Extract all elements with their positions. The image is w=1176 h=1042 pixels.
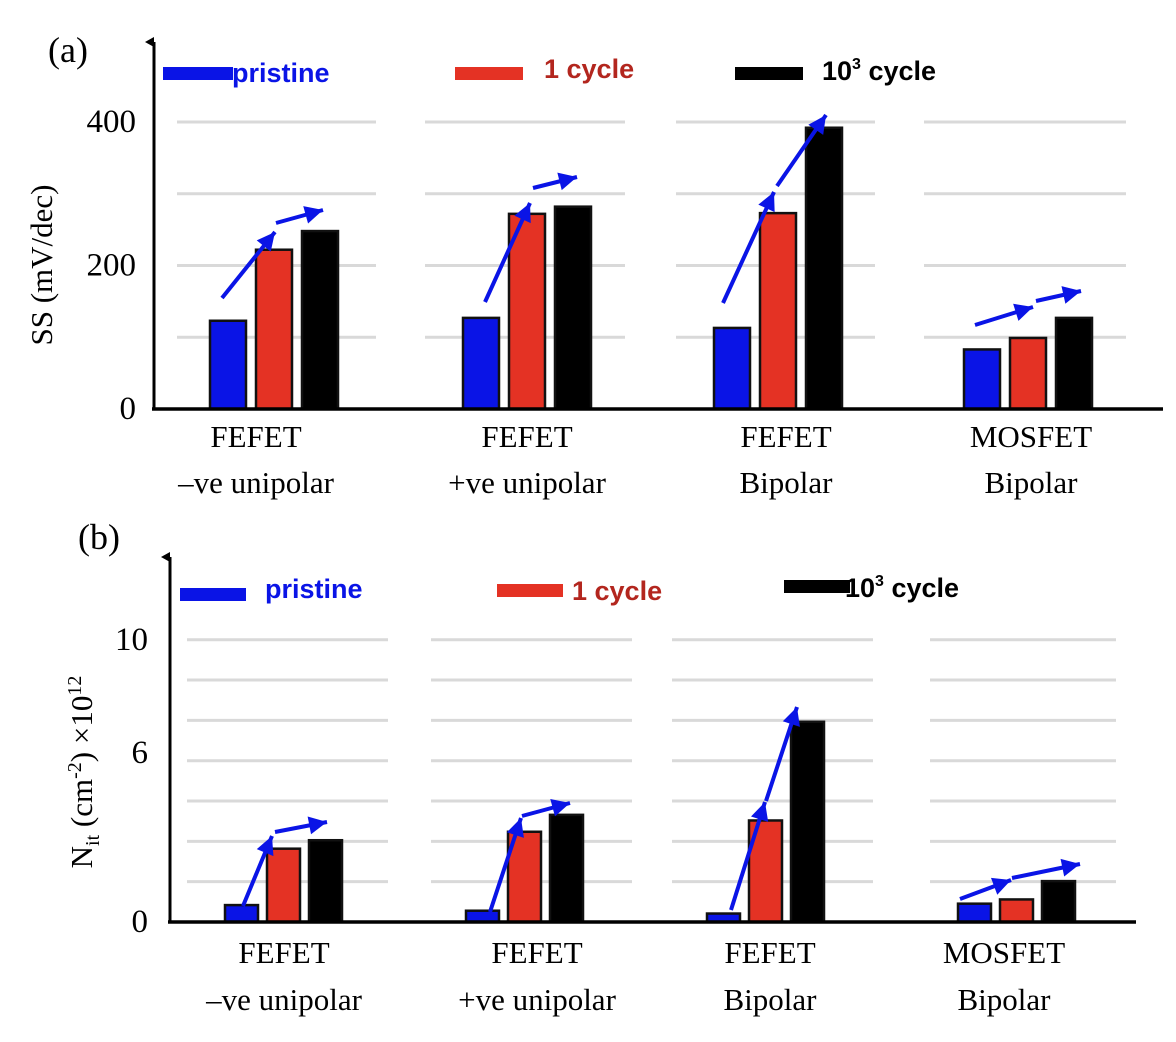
panel-b: (b) pristine 1 cycle 103 cycle 0 6 10 Nit … [64, 517, 1136, 1017]
trend-arrow-line [721, 191, 776, 304]
legend-b-swatch-pristine [180, 588, 246, 601]
x-category-label-line1: FEFET [491, 935, 582, 970]
trend-arrow-head [550, 799, 570, 817]
bar-1-cycle [758, 211, 798, 411]
x-category-label-line1: FEFET [740, 419, 831, 454]
legend-b-label-pristine: pristine [265, 574, 363, 604]
bar-10-3-cycle [1040, 879, 1077, 924]
trend-arrow-head [1013, 303, 1033, 321]
bar-10-3-cycle [553, 205, 593, 411]
panel-a: (a) pristine 1 cycle 103 cycle 0 200 400 S… [24, 30, 1163, 500]
trend-arrow-head [256, 232, 275, 252]
trend-arrows-b [241, 706, 1081, 913]
bars-a [208, 126, 1094, 411]
trend-arrow-head [557, 172, 577, 191]
trend-arrow-head [808, 115, 826, 135]
bar-10-3-cycle [548, 813, 585, 924]
x-category-label-line2: +ve unipolar [458, 982, 616, 1017]
bar-10-3-cycle [307, 838, 344, 924]
x-labels-a: FEFET –ve unipolar FEFET +ve unipolar FEFET B… [177, 419, 1092, 500]
y-tick-label: 0 [132, 904, 149, 940]
legend-a: pristine 1 cycle 103 cycle [163, 54, 936, 88]
x-category-label-line2: –ve unipolar [205, 982, 362, 1017]
x-category-label-line2: +ve unipolar [448, 465, 606, 500]
x-category-label-line1: FEFET [724, 935, 815, 970]
x-category-label-line2: Bipolar [958, 982, 1052, 1017]
legend-a-label-pristine: pristine [232, 58, 330, 88]
trend-arrow-head [782, 707, 800, 727]
bar-1-cycle [265, 847, 302, 924]
bar-10-3-cycle [1054, 316, 1094, 411]
trend-arrow-head [506, 818, 524, 838]
x-labels-b: FEFET –ve unipolar FEFET +ve unipolar FEFET B… [205, 935, 1065, 1017]
legend-b: pristine 1 cycle 103 cycle [180, 573, 959, 606]
trend-arrow-head [307, 816, 327, 835]
bar-10-3-cycle [804, 126, 844, 411]
trend-arrow-head [256, 836, 274, 857]
bar-1-cycle [254, 248, 294, 411]
trend-arrow-head [303, 206, 323, 224]
bar-10-3-cycle [789, 720, 826, 924]
bar-10-3-cycle [300, 229, 340, 411]
trend-arrow-head [990, 877, 1011, 895]
y-tick-label: 400 [87, 104, 137, 140]
x-category-label-line1: MOSFET [943, 935, 1065, 970]
legend-b-label-thousand-cycle: 103 cycle [845, 573, 959, 603]
bar-pristine [208, 319, 248, 411]
legend-b-label-one-cycle: 1 cycle [572, 576, 662, 606]
x-category-label-line1: FEFET [238, 935, 329, 970]
x-category-label-line2: Bipolar [724, 982, 818, 1017]
bar-pristine [712, 326, 752, 411]
trend-arrow-head [1060, 858, 1080, 877]
trend-arrow-head [751, 802, 769, 822]
x-category-label-line1: MOSFET [970, 419, 1092, 454]
x-category-label-line2: –ve unipolar [177, 465, 334, 500]
x-category-label-line1: FEFET [210, 419, 301, 454]
x-category-label-line1: FEFET [481, 419, 572, 454]
y-ticks-a: 0 200 400 [87, 104, 137, 427]
trend-arrow-head [514, 203, 531, 224]
bars-b [223, 720, 1077, 924]
y-axis-title-b: Nit (cm-2) ×1012 [64, 676, 104, 869]
bar-1-cycle [507, 212, 547, 411]
x-category-label-line2: Bipolar [740, 465, 834, 500]
bar-1-cycle [998, 898, 1035, 924]
y-axis-title-a: SS (mV/dec) [24, 184, 59, 345]
bar-pristine [956, 902, 993, 924]
y-tick-label: 0 [120, 391, 137, 427]
bar-pristine [962, 348, 1002, 411]
legend-a-swatch-thousand-cycle [735, 67, 803, 80]
trend-arrow-line [729, 801, 767, 911]
y-ticks-b: 0 6 10 [115, 622, 148, 940]
legend-a-label-one-cycle: 1 cycle [544, 54, 634, 84]
legend-b-swatch-one-cycle [497, 584, 563, 597]
legend-a-swatch-pristine [163, 67, 233, 80]
y-tick-label: 200 [87, 248, 137, 284]
panel-a-label: (a) [48, 30, 88, 70]
y-tick-label: 6 [132, 735, 149, 771]
trend-arrow-line [483, 202, 532, 303]
trend-arrow-head [758, 192, 775, 213]
legend-a-swatch-one-cycle [455, 67, 523, 80]
bar-1-cycle [1008, 336, 1048, 411]
panel-b-label: (b) [78, 517, 120, 557]
trend-arrows-a [220, 113, 1082, 327]
legend-b-swatch-thousand-cycle [784, 580, 850, 593]
trend-arrow-head [1061, 286, 1081, 304]
legend-a-label-thousand-cycle: 103 cycle [822, 56, 936, 86]
x-category-label-line2: Bipolar [985, 465, 1079, 500]
bar-pristine [223, 903, 260, 924]
bar-pristine [461, 316, 501, 411]
y-tick-label: 10 [115, 622, 148, 658]
